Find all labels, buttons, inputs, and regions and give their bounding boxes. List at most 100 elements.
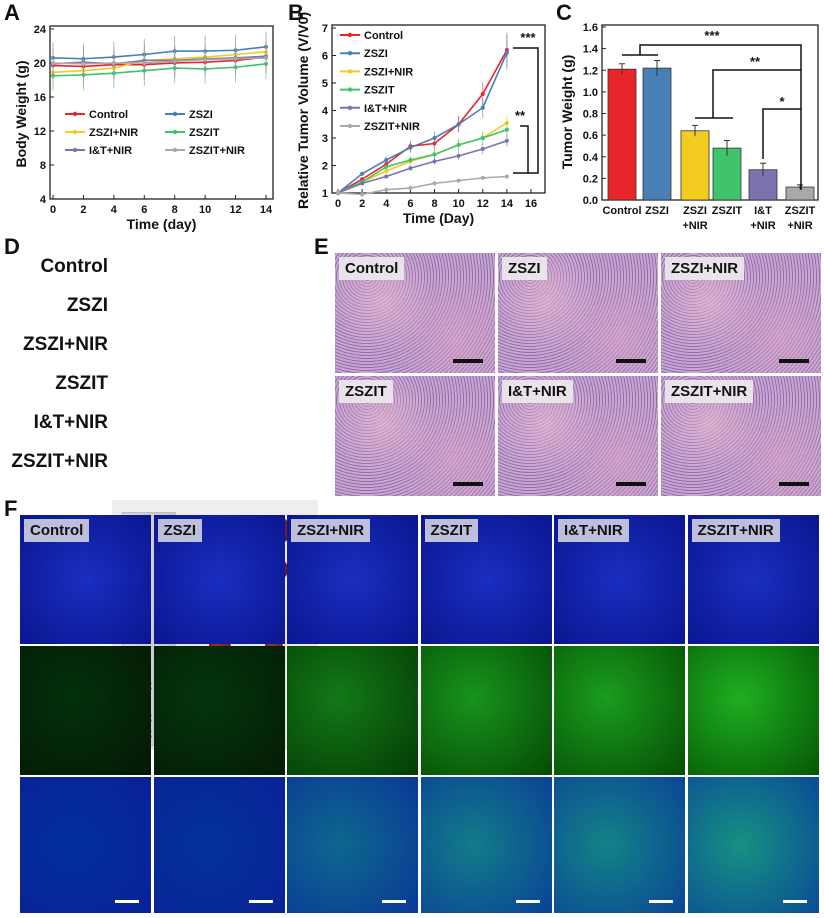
- y-tick-label: 24: [34, 24, 47, 36]
- series-line-zszitnir: [337, 175, 507, 196]
- panel-label-e: E: [314, 234, 329, 259]
- data-point: [408, 186, 413, 191]
- data-point: [360, 171, 365, 176]
- x-tick-label: +NIR: [750, 220, 775, 232]
- fluorescence-label: ZSZI+NIR: [291, 519, 371, 542]
- significance-label: **: [515, 108, 526, 123]
- legend-label: I&T+NIR: [89, 145, 132, 157]
- scale-bar: [616, 359, 646, 363]
- bar: [607, 68, 637, 201]
- scale-bar: [453, 359, 483, 363]
- significance-bracket: [762, 108, 801, 159]
- legend-label: Control: [89, 109, 128, 121]
- x-tick-label: ZSZIT: [785, 205, 816, 217]
- scale-bar: [382, 900, 406, 903]
- data-point: [81, 61, 86, 66]
- x-tick-label: 14: [501, 198, 514, 210]
- dapi-image: ZSZIT+NIR: [687, 515, 819, 644]
- x-tick-label: 10: [199, 204, 211, 216]
- x-tick-label: 10: [453, 198, 465, 210]
- fluorescence-label: Control: [24, 519, 90, 542]
- y-axis-label: Tumor Weight (g): [559, 55, 575, 170]
- data-point: [456, 178, 461, 183]
- scale-bar: [779, 359, 809, 363]
- legend-label: ZSZI+NIR: [364, 66, 413, 78]
- legend-label: ZSZI: [189, 109, 213, 121]
- data-point: [408, 158, 413, 162]
- scale-bar: [616, 482, 646, 486]
- x-tick-label: 2: [80, 204, 86, 216]
- legend-marker: [172, 111, 178, 117]
- he-image: ZSZI: [498, 253, 658, 373]
- x-tick-label: 6: [407, 198, 413, 210]
- series-line-itnir: [337, 139, 508, 194]
- data-point: [264, 55, 268, 60]
- y-tick-label: 0.0: [583, 195, 598, 207]
- group-label: ZSZI: [66, 295, 108, 316]
- data-point: [360, 192, 365, 197]
- series-line-zszit: [52, 63, 267, 77]
- x-tick-label: 8: [431, 198, 437, 210]
- he-image-label: Control: [339, 257, 405, 280]
- x-tick-label: 0: [50, 204, 56, 216]
- x-tick-label: 12: [229, 204, 241, 216]
- y-tick-label: 0.8: [583, 109, 598, 121]
- fluorescence-label: I&T+NIR: [558, 519, 629, 542]
- x-tick-label: 4: [383, 198, 390, 210]
- series-line-control: [52, 56, 267, 68]
- he-image-label: I&T+NIR: [502, 380, 573, 403]
- green-fluorescence-image: [153, 646, 285, 775]
- y-axis-label: Body Weight (g): [13, 60, 29, 167]
- panel-label-d: D: [4, 234, 20, 259]
- data-point: [480, 175, 485, 180]
- legend-label: ZSZI+NIR: [89, 127, 138, 139]
- merged-image: [420, 777, 552, 913]
- legend-marker: [347, 87, 353, 92]
- data-point: [360, 177, 365, 182]
- y-tick-label: 20: [34, 58, 46, 70]
- he-image: ZSZI+NIR: [661, 253, 821, 373]
- dapi-image: ZSZIT: [420, 515, 552, 644]
- x-axis-label: Time (day): [127, 216, 197, 232]
- data-point: [432, 152, 437, 157]
- y-tick-label: 0.6: [583, 130, 598, 142]
- series-line-itnir: [52, 55, 267, 65]
- significance-label: **: [750, 54, 761, 69]
- x-tick-label: +NIR: [682, 220, 707, 232]
- data-point: [172, 59, 177, 64]
- data-point: [408, 145, 413, 150]
- chart-C: 0.0 0.2 0.4 0.6 0.8 1.0 1.2 1.4 1.6 Tumor Weight …: [559, 22, 819, 232]
- series-line-zszi: [52, 46, 267, 60]
- fluorescence-label: ZSZIT: [424, 519, 479, 542]
- merged-image: [554, 777, 685, 913]
- data-point: [432, 136, 437, 140]
- series-line-zszitnir: [52, 57, 267, 65]
- y-tick-label: 1.0: [583, 87, 598, 99]
- data-point: [384, 164, 389, 169]
- dapi-image: I&T+NIR: [554, 515, 685, 644]
- data-point: [142, 61, 147, 65]
- legend-marker: [347, 32, 353, 38]
- series-line-zszinir: [52, 51, 267, 74]
- legend-label: ZSZIT: [364, 85, 395, 97]
- data-point: [384, 187, 389, 192]
- data-point: [432, 159, 437, 164]
- legend-marker: [72, 129, 78, 135]
- scale-bar: [115, 900, 139, 903]
- merged-image: [687, 777, 819, 913]
- series-line-zszi: [337, 52, 508, 194]
- he-image-label: ZSZI+NIR: [665, 257, 745, 280]
- legend-label: ZSZIT+NIR: [189, 145, 245, 157]
- data-point: [384, 169, 389, 173]
- data-point: [51, 61, 55, 65]
- group-label: ZSZIT+NIR: [11, 451, 108, 472]
- data-point: [504, 127, 509, 132]
- panel-label-a: A: [4, 0, 20, 25]
- data-point: [408, 166, 413, 171]
- data-point: [336, 191, 340, 195]
- significance-label: ***: [704, 28, 720, 43]
- green-fluorescence-image: [554, 646, 685, 775]
- legend-marker: [172, 147, 178, 153]
- significance-bracket: [622, 44, 802, 190]
